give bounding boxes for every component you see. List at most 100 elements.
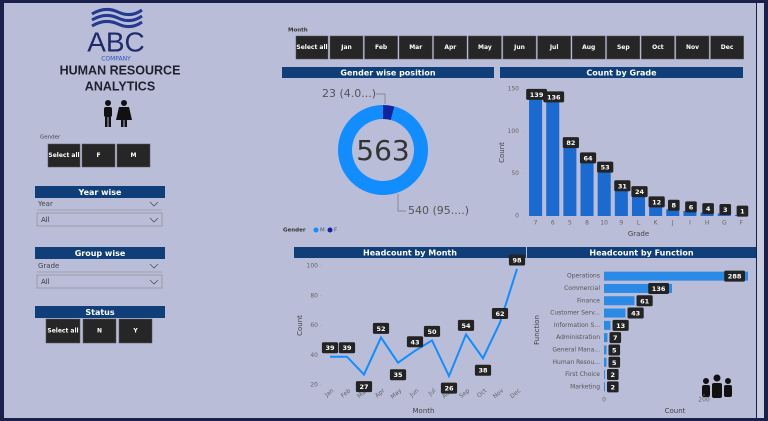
x-tick-label: I xyxy=(689,220,691,227)
data-label-box xyxy=(372,322,390,334)
data-label: 26 xyxy=(444,385,454,393)
scrollbar xyxy=(757,3,764,418)
slicer-button[interactable] xyxy=(571,35,606,60)
y-axis-title: Function xyxy=(533,315,541,345)
bar xyxy=(563,146,577,216)
slicer-button[interactable] xyxy=(116,143,151,168)
slicer-button[interactable] xyxy=(47,143,81,168)
slicer-option: Apr xyxy=(444,44,456,51)
y-tick-label: 100 xyxy=(307,263,319,270)
slicer-button[interactable] xyxy=(398,35,433,60)
slicer-button[interactable] xyxy=(364,35,398,60)
y-tick-label: First Choice xyxy=(565,371,600,378)
y-tick-label: Customer Serv... xyxy=(550,310,600,317)
data-label: 52 xyxy=(376,325,385,333)
data-label-box xyxy=(648,196,665,208)
section-title: Status xyxy=(85,308,115,317)
data-label-box xyxy=(627,307,644,319)
data-label-box xyxy=(608,344,621,356)
slicer-button[interactable] xyxy=(82,318,117,344)
data-label: 54 xyxy=(461,322,471,330)
slicer-option: Dec xyxy=(721,44,734,51)
slicer-button[interactable] xyxy=(329,35,364,60)
data-label: 2 xyxy=(611,383,616,391)
y-tick-label: Commercial xyxy=(564,285,600,292)
data-label: 35 xyxy=(393,371,403,379)
y-tick-label: Human Resou... xyxy=(553,359,601,366)
y-tick-label: Administration xyxy=(556,334,600,341)
donut-slice xyxy=(337,105,428,196)
slicer-button[interactable] xyxy=(675,35,710,60)
data-label: 3 xyxy=(723,206,728,214)
slicer-button[interactable] xyxy=(45,318,81,344)
y-tick-label: General Mana... xyxy=(552,346,600,353)
slicer-button[interactable] xyxy=(468,35,502,60)
chart-title: Headcount by Month xyxy=(363,249,457,258)
chart-header xyxy=(294,247,526,258)
data-label: 139 xyxy=(530,91,544,99)
y-tick-label: 60 xyxy=(310,322,318,329)
dashboard-title: HUMAN RESOURCE xyxy=(60,63,181,77)
data-label: 5 xyxy=(612,359,617,367)
slicer-option: F xyxy=(96,152,100,159)
legend-marker xyxy=(313,227,319,233)
dropdown-field: Year xyxy=(37,200,53,208)
bar xyxy=(604,370,605,380)
y-tick-label: 50 xyxy=(511,170,519,177)
x-tick-label: 200 xyxy=(698,397,710,404)
bar xyxy=(604,333,608,343)
slicer-button[interactable] xyxy=(295,35,329,60)
section-header xyxy=(35,186,165,198)
chevron xyxy=(149,217,159,223)
bar xyxy=(683,210,697,216)
bar xyxy=(700,212,714,216)
bar xyxy=(529,98,543,216)
data-label: 39 xyxy=(325,344,335,352)
legend-label: M xyxy=(320,228,325,234)
slicer-option: May xyxy=(478,44,492,51)
slicer-button[interactable] xyxy=(433,35,468,60)
x-tick-label: K xyxy=(654,220,659,227)
slicer-button[interactable] xyxy=(118,318,153,344)
donut-slice xyxy=(383,105,395,121)
data-label-box xyxy=(608,356,621,368)
donut-label: 23 (4.0...) xyxy=(322,87,376,100)
slicer-button[interactable] xyxy=(710,35,744,60)
data-label: 82 xyxy=(566,139,575,147)
dropdown-value: All xyxy=(41,278,50,286)
data-label-box xyxy=(636,295,653,307)
slicer-option: Jun xyxy=(513,44,525,51)
data-label-box xyxy=(597,161,614,173)
data-label: 6 xyxy=(689,203,694,211)
data-label-box xyxy=(389,369,407,381)
x-axis-title: Grade xyxy=(628,230,649,238)
slicer-option: Y xyxy=(132,328,138,335)
dropdown-value: All xyxy=(41,216,50,224)
data-label-box xyxy=(543,91,565,103)
slicer-button[interactable] xyxy=(641,35,675,60)
slicer-button[interactable] xyxy=(81,143,116,168)
bar xyxy=(604,308,626,318)
x-tick-label: Jul xyxy=(426,387,437,398)
data-label-box xyxy=(648,282,669,294)
dropdown[interactable] xyxy=(36,274,163,289)
slicer-option: Aug xyxy=(582,44,595,51)
people-icon xyxy=(104,100,132,127)
x-tick-label: 7 xyxy=(534,220,538,227)
data-label: 31 xyxy=(618,182,628,190)
slicer-button[interactable] xyxy=(606,35,641,60)
dropdown[interactable] xyxy=(36,212,163,227)
dropdown-field: Grade xyxy=(38,262,59,270)
slicer-option: Oct xyxy=(652,44,664,51)
x-tick-label: F xyxy=(740,220,744,227)
chart-title: Headcount by Function xyxy=(589,249,693,258)
data-label-box xyxy=(338,342,356,354)
line-series xyxy=(330,268,518,379)
slicer-button[interactable] xyxy=(537,35,571,60)
data-label-box xyxy=(609,332,622,344)
data-label-box xyxy=(406,336,424,348)
data-label: 24 xyxy=(635,188,645,196)
data-label: 39 xyxy=(342,344,352,352)
y-axis-title: Count xyxy=(296,315,304,336)
slicer-button[interactable] xyxy=(502,35,537,60)
